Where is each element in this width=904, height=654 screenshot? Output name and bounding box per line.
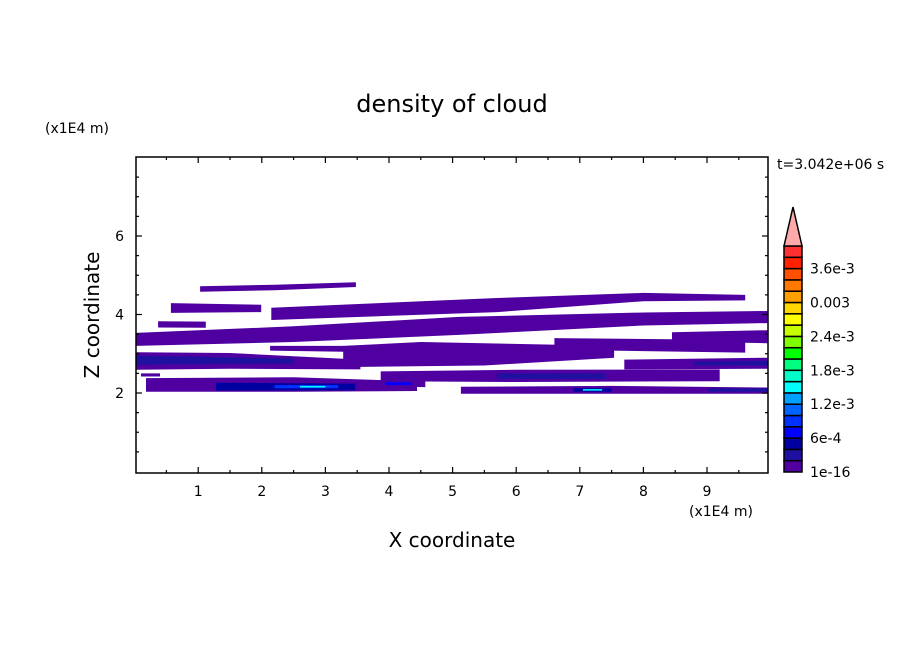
colorbar-box [783, 414, 803, 428]
colorbar-box [783, 403, 803, 417]
x-tick-label: 8 [639, 484, 648, 500]
colorbar-box [783, 245, 803, 259]
colorbar-label: 6e-4 [810, 431, 842, 447]
x-tick-label: 7 [575, 484, 584, 500]
colorbar-box [783, 313, 803, 326]
x-tick-label: 3 [321, 484, 330, 500]
colorbar-box [783, 335, 803, 349]
colorbar-box [783, 380, 803, 394]
colorbar-label: 2.4e-3 [810, 329, 855, 345]
colorbar-box [783, 279, 803, 292]
contour-region-level-0 [170, 303, 262, 313]
colorbar-box [783, 324, 803, 338]
contour-region-level-0 [271, 292, 746, 320]
colorbar-box [783, 392, 803, 405]
contour-region-level-0 [200, 282, 356, 292]
colorbar-overflow-triangle [783, 206, 803, 247]
colorbar-box [783, 346, 803, 360]
colorbar-box [783, 426, 803, 439]
contour-region-level-0 [141, 373, 160, 377]
contour-regions [136, 282, 768, 394]
colorbar-label: 0.003 [810, 296, 850, 312]
contour-region-level-7 [583, 389, 603, 391]
contour-region-level-1 [497, 373, 606, 379]
y-tick-label: 2 [115, 386, 124, 402]
x-tick-label: 5 [448, 484, 457, 500]
y-axis-label: Z coordinate [80, 252, 104, 379]
colorbar: 1e-16 6e-4 1.2e-3 1.8e-3 2.4e-3 0.003 3.6e-3 [783, 206, 855, 481]
y-tick-label: 6 [115, 229, 124, 245]
y-tick-label: 4 [115, 308, 124, 324]
x-tick-label: 2 [257, 484, 266, 500]
axes: 1 2 3 4 5 6 7 8 9 2 4 6 [115, 156, 769, 500]
colorbar-box [783, 437, 803, 451]
colorbar-box [783, 301, 803, 315]
contour-region-level-7 [300, 385, 326, 388]
colorbar-box [783, 448, 803, 462]
colorbar-label: 1e-16 [810, 465, 850, 481]
colorbar-box [783, 459, 803, 473]
contour-region-level-1 [136, 355, 294, 365]
colorbar-box [783, 358, 803, 372]
contour-region-level-1 [694, 360, 768, 366]
chart-title: density of cloud [356, 90, 547, 118]
x-tick-label: 6 [512, 484, 521, 500]
colorbar-label: 1.2e-3 [810, 397, 855, 413]
colorbar-label: 1.8e-3 [810, 363, 855, 379]
contour-region-level-1 [707, 388, 768, 392]
x-tick-label: 4 [385, 484, 394, 500]
contour-region-level-0 [460, 385, 768, 394]
y-unit-label: (x1E4 m) [45, 121, 109, 137]
colorbar-box [783, 369, 803, 383]
contour-region-level-0 [158, 321, 206, 328]
colorbar-box [783, 290, 803, 304]
colorbar-label: 3.6e-3 [810, 262, 855, 278]
x-unit-label: (x1E4 m) [689, 504, 753, 520]
contour-region-level-0 [136, 311, 768, 346]
time-label: t=3.042e+06 s [777, 157, 884, 173]
x-tick-label: 9 [703, 484, 712, 500]
colorbar-box [783, 267, 803, 281]
contour-region-level-3 [385, 382, 412, 386]
colorbar-box [783, 256, 803, 270]
x-axis-label: X coordinate [389, 528, 516, 552]
x-tick-label: 1 [194, 484, 203, 500]
